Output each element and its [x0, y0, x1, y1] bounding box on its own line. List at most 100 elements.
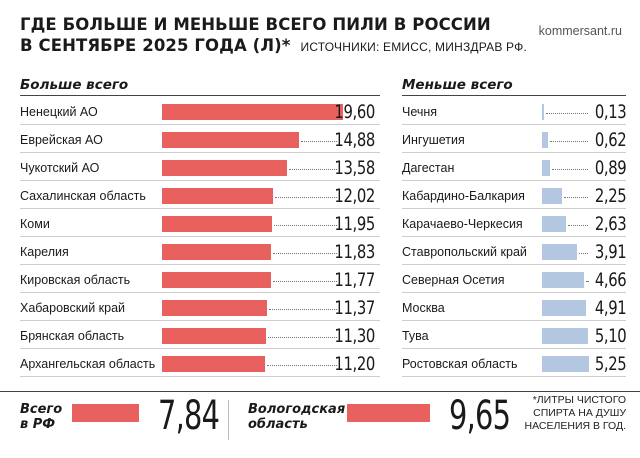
less-row-separator: [402, 124, 626, 125]
more-value-label: 11,83: [334, 241, 376, 263]
less-row: Северная Осетия 4,66: [402, 266, 626, 293]
more-row-separator: [20, 264, 380, 265]
more-leader-dots: [274, 225, 337, 226]
less-row-separator: [402, 208, 626, 209]
less-bar: [542, 272, 584, 288]
less-value-label: 4,91: [594, 297, 627, 319]
more-row: Карелия 11,83: [20, 238, 380, 265]
section-rule-more: [20, 95, 380, 96]
less-value-label: 0,89: [594, 157, 627, 179]
more-leader-dots: [272, 281, 337, 282]
total-vologda-label: Вологодская область: [248, 402, 345, 432]
more-leader-dots: [289, 169, 337, 170]
less-value-label: 3,91: [594, 241, 627, 263]
less-value-label: 5,10: [594, 325, 627, 347]
more-leader-dots: [268, 337, 337, 338]
more-row-separator: [20, 180, 380, 181]
less-row-separator: [402, 292, 626, 293]
total-vologda-label-1: Вологодская: [248, 402, 346, 417]
more-value-label: 19,60: [334, 101, 376, 123]
more-row: Сахалинская область 12,02: [20, 182, 380, 209]
bottom-rule: [0, 391, 640, 392]
total-russia-label-1: Всего: [20, 402, 63, 417]
more-row-separator: [20, 348, 380, 349]
less-row-separator: [402, 180, 626, 181]
sources-text: ИСТОЧНИКИ: ЕМИСС, МИНЗДРАВ РФ.: [300, 40, 527, 54]
less-region-label: Дагестан: [402, 161, 455, 175]
less-value-label: 2,25: [594, 185, 627, 207]
more-row-separator: [20, 208, 380, 209]
more-region-label: Сахалинская область: [20, 189, 146, 203]
more-value-label: 13,58: [334, 157, 376, 179]
less-value-label: 5,25: [594, 353, 627, 375]
less-region-label: Тува: [402, 329, 429, 343]
more-region-label: Чукотский АО: [20, 161, 100, 175]
more-bar: [162, 356, 266, 372]
total-vologda-bar: [347, 404, 430, 422]
title-line-2: В СЕНТЯБРЕ 2025 ГОДА (Л)*: [20, 36, 291, 55]
more-leader-dots: [275, 197, 337, 198]
more-region-label: Коми: [20, 217, 50, 231]
footnote-line-3: НАСЕЛЕНИЯ В ГОД.: [524, 420, 626, 432]
more-bar: [162, 328, 267, 344]
total-vologda-label-2: область: [248, 417, 308, 432]
less-region-label: Ставропольский край: [402, 245, 527, 259]
less-leader-dots: [567, 225, 588, 226]
more-row-separator: [20, 124, 380, 125]
less-bar: [542, 356, 589, 372]
less-bar: [542, 328, 588, 344]
less-row: Ростовская область 5,25: [402, 350, 626, 377]
section-rule-less: [402, 95, 626, 96]
less-row: Тува 5,10: [402, 322, 626, 349]
less-bar: [542, 300, 586, 316]
less-region-label: Ростовская область: [402, 357, 518, 371]
less-leader-dots: [549, 141, 588, 142]
section-title-more: Больше всего: [20, 77, 129, 93]
total-russia-bar: [72, 404, 140, 422]
more-region-label: Карелия: [20, 245, 69, 259]
more-value-label: 11,30: [334, 325, 376, 347]
more-leader-dots: [273, 253, 337, 254]
more-leader-dots: [268, 309, 337, 310]
less-row: Дагестан 0,89: [402, 154, 626, 181]
less-region-label: Карачаево-Черкесия: [402, 217, 523, 231]
more-row: Чукотский АО 13,58: [20, 154, 380, 181]
less-row: Москва 4,91: [402, 294, 626, 321]
total-vologda-value: 9,65: [449, 393, 511, 439]
more-bar: [162, 104, 343, 120]
less-leader-dots: [551, 169, 588, 170]
more-leader-dots: [301, 141, 337, 142]
more-row-separator: [20, 236, 380, 237]
footnote: *ЛИТРЫ ЧИСТОГО СПИРТА НА ДУШУ НАСЕЛЕНИЯ …: [525, 394, 626, 433]
less-row-separator: [402, 348, 626, 349]
less-bar: [542, 104, 544, 120]
more-value-label: 11,77: [334, 269, 376, 291]
more-row: Еврейская АО 14,88: [20, 126, 380, 153]
section-title-less: Меньше всего: [402, 77, 513, 93]
more-value-label: 11,95: [334, 213, 376, 235]
more-bar: [162, 132, 300, 148]
less-region-label: Кабардино-Балкария: [402, 189, 525, 203]
less-row: Ингушетия 0,62: [402, 126, 626, 153]
less-leader-dots: [579, 253, 588, 254]
more-bar: [162, 216, 273, 232]
less-row: Ставропольский край 3,91: [402, 238, 626, 265]
site-link[interactable]: kommersant.ru: [538, 24, 622, 38]
more-bar: [162, 300, 267, 316]
more-row: Кировская область 11,77: [20, 266, 380, 293]
more-value-label: 12,02: [334, 185, 376, 207]
more-region-label: Хабаровский край: [20, 301, 126, 315]
less-bar: [542, 188, 563, 204]
more-region-label: Ненецкий АО: [20, 105, 98, 119]
more-row-separator: [20, 320, 380, 321]
less-leader-dots: [585, 281, 588, 282]
more-row-separator: [20, 152, 380, 153]
more-region-label: Архангельская область: [20, 357, 156, 371]
total-russia-value: 7,84: [158, 393, 220, 439]
less-value-label: 0,62: [594, 129, 627, 151]
more-row-separator: [20, 292, 380, 293]
less-row: Чечня 0,13: [402, 98, 626, 125]
less-value-label: 2,63: [594, 213, 627, 235]
less-bar: [542, 132, 548, 148]
less-value-label: 0,13: [594, 101, 627, 123]
